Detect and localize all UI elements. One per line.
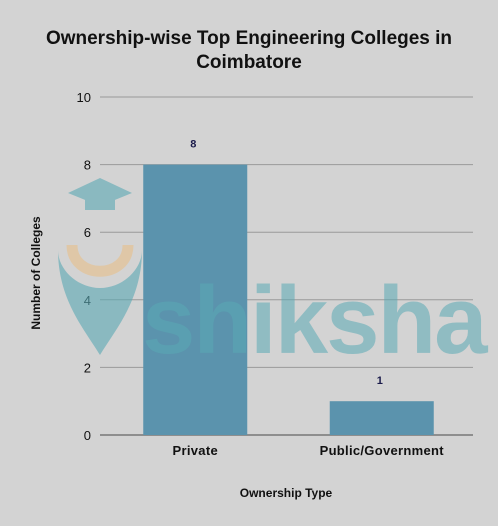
chart-title-line-1: Ownership-wise Top Engineering Colleges … [46,28,452,49]
bar-value-label: 8 [190,139,196,151]
y-tick-label: 2 [84,360,91,375]
y-tick-label: 10 [77,90,91,105]
x-axis-categories: Private Public/Government [173,443,445,458]
graduation-cap-logo-icon [58,178,142,355]
bars [143,164,434,435]
y-tick-label: 6 [84,225,91,240]
watermark: shiksha [58,178,490,374]
bar-private [143,164,248,435]
y-axis-label: Number of Colleges [29,216,43,330]
chart-title-line-2: Coimbatore [196,52,302,73]
bar-value-label: 1 [377,375,383,387]
value-labels: 81 [190,139,383,388]
y-tick-label: 8 [84,158,91,173]
bar-public-government [329,401,434,435]
x-tick-label: Public/Government [320,443,445,458]
watermark-text: shiksha [142,267,488,374]
x-axis-label: Ownership Type [240,486,333,500]
x-tick-label: Private [173,443,218,458]
y-tick-label: 0 [84,428,91,443]
